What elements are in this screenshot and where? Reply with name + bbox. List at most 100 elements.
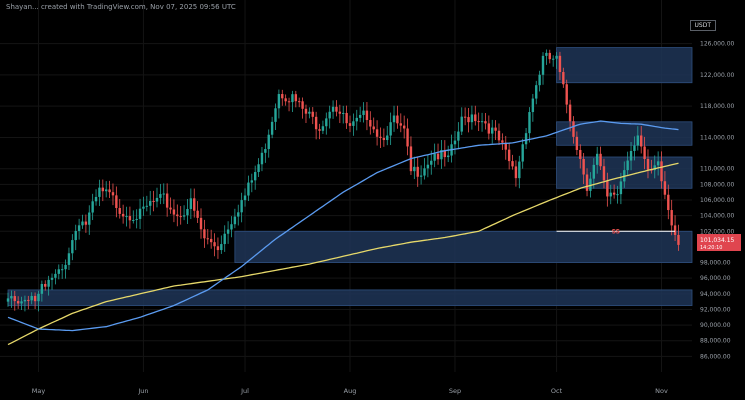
candle-body (111, 192, 115, 196)
candle-body (612, 192, 616, 195)
candle (149, 190, 152, 216)
candle-body (396, 115, 399, 124)
candle-body (379, 136, 382, 138)
candle-body (531, 98, 535, 113)
candle-body (589, 178, 592, 191)
candle-body (237, 212, 240, 217)
candle (579, 144, 582, 169)
candle (548, 49, 551, 64)
candle (67, 247, 71, 270)
candle (365, 101, 369, 131)
candle (20, 296, 23, 310)
candle-body (413, 166, 416, 172)
candle (98, 179, 101, 207)
y-tick-label: 88,000.00 (700, 338, 731, 345)
candle-body (541, 55, 545, 75)
candle-body (250, 180, 254, 183)
candle-body (646, 159, 650, 170)
candle (152, 190, 155, 212)
candle-body (203, 229, 206, 239)
candle (487, 115, 491, 140)
candle-body (650, 169, 653, 171)
candle-body (660, 161, 663, 182)
candle (193, 188, 196, 218)
candle-body (467, 117, 470, 123)
candle-body (216, 246, 220, 251)
candle-body (572, 121, 575, 137)
pair-label[interactable]: USDT (689, 20, 716, 31)
candle (656, 151, 660, 176)
candle-body (562, 72, 565, 85)
candle (396, 105, 399, 129)
candle-body (223, 233, 226, 245)
candle-body (294, 94, 298, 102)
candle (287, 97, 291, 112)
candle (606, 172, 609, 207)
candle-body (446, 155, 450, 158)
candle (91, 193, 94, 221)
candle-body (321, 126, 325, 131)
candle (670, 199, 673, 236)
candle-body (592, 164, 596, 179)
candle-body (189, 198, 193, 209)
candle (626, 151, 629, 176)
candle (101, 179, 105, 202)
candle-body (13, 296, 16, 302)
candle-body (599, 153, 602, 167)
candle (640, 126, 643, 154)
candle (619, 172, 623, 205)
candle-body (10, 296, 13, 299)
candle (467, 108, 470, 133)
candle-body (257, 164, 260, 173)
candle-body (81, 221, 84, 226)
candle (362, 102, 365, 123)
candle (392, 105, 396, 132)
candle (226, 221, 230, 244)
candle (216, 237, 220, 259)
candle (572, 116, 575, 144)
candle-layer (6, 49, 680, 312)
candle (599, 146, 602, 171)
supply-demand-zone (234, 230, 693, 263)
candle (243, 188, 247, 207)
candle (446, 145, 450, 163)
candle-body (301, 101, 304, 109)
candle (186, 199, 189, 224)
candle-body (372, 126, 375, 130)
candle (524, 127, 528, 150)
candle (562, 67, 565, 88)
candle-body (348, 123, 352, 126)
candle (138, 198, 142, 230)
candle (142, 196, 145, 216)
candle (440, 140, 443, 169)
candle (514, 160, 518, 187)
candle (643, 136, 646, 170)
candle-body (37, 293, 40, 302)
candle (565, 79, 568, 114)
candle-body (267, 134, 270, 150)
candle-body (240, 200, 243, 213)
y-tick-label: 94,000.00 (700, 291, 731, 298)
candle (6, 292, 10, 307)
x-tick-label: Nov (655, 387, 668, 395)
candle-body (176, 214, 179, 217)
candle-body (477, 121, 480, 123)
candle-body (551, 58, 555, 60)
candle-body (260, 152, 264, 165)
candle (436, 143, 440, 165)
y-tick-label: 102,000.00 (700, 228, 735, 235)
candle-body (186, 208, 189, 216)
candle (281, 89, 284, 106)
candle (88, 205, 91, 235)
candle (189, 188, 193, 220)
candle-body (521, 144, 524, 162)
candle (558, 51, 562, 81)
candle-body (277, 94, 281, 109)
candle (199, 208, 203, 239)
candle (47, 275, 50, 296)
candle-body (179, 216, 182, 218)
candle (16, 296, 20, 309)
candle (125, 206, 128, 227)
candle-body (480, 121, 484, 123)
